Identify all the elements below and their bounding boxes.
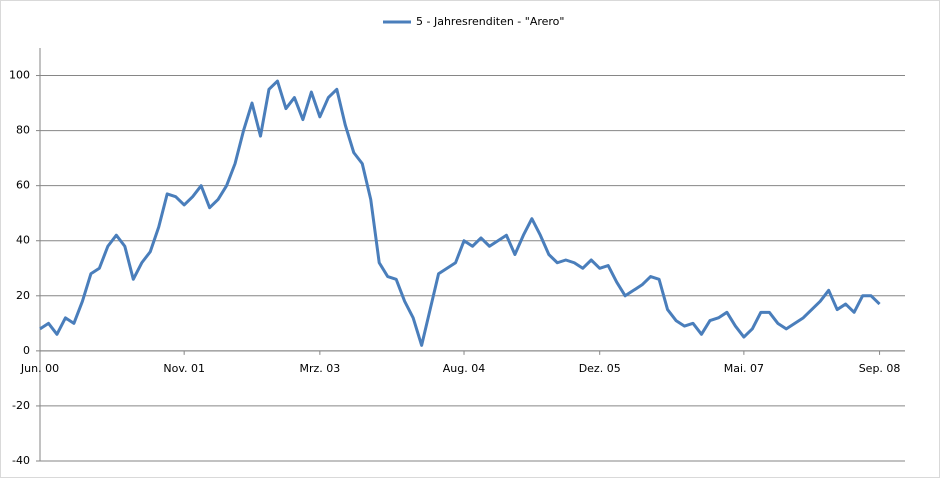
x-tick-label: Jun. 00 (20, 362, 59, 375)
data-line (39, 79, 881, 347)
x-tick-label: Aug. 04 (443, 362, 485, 375)
y-tick-label: -40 (12, 454, 30, 467)
y-tick-label: 0 (23, 344, 30, 357)
legend-label: 5 - Jahresrenditen - "Arero" (416, 15, 564, 28)
y-tick-label: 40 (16, 234, 30, 247)
x-tick-label: Sep. 08 (859, 362, 901, 375)
x-tick-label: Mai. 07 (724, 362, 764, 375)
y-tick-label: 60 (16, 179, 30, 192)
y-tick-label: -20 (12, 399, 30, 412)
x-tick-label: Dez. 05 (579, 362, 621, 375)
x-tick-label: Mrz. 03 (299, 362, 340, 375)
y-tick-label: 100 (9, 69, 30, 82)
x-tick-label: Nov. 01 (163, 362, 205, 375)
y-tick-label: 20 (16, 289, 30, 302)
y-tick-label: 80 (16, 124, 30, 137)
